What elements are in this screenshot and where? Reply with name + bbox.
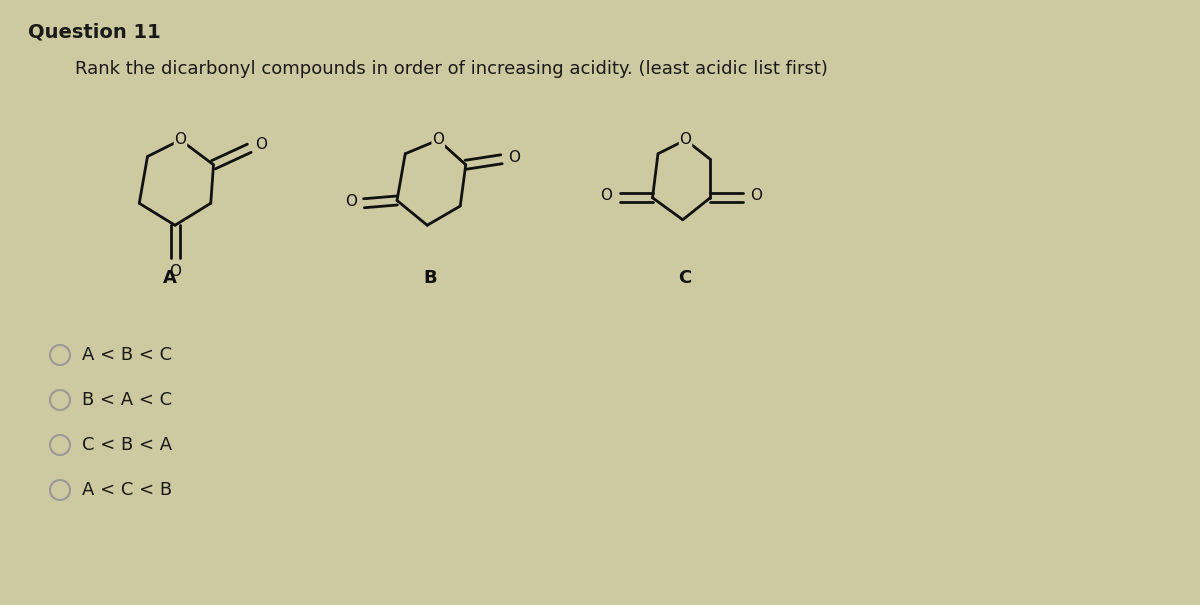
Text: O: O (174, 132, 186, 148)
Text: A: A (163, 269, 176, 287)
Text: O: O (432, 132, 444, 148)
Text: O: O (750, 188, 762, 203)
Text: B < A < C: B < A < C (82, 391, 172, 409)
Text: A < B < C: A < B < C (82, 346, 172, 364)
Text: O: O (600, 188, 612, 203)
Text: C < B < A: C < B < A (82, 436, 172, 454)
Text: O: O (509, 150, 521, 165)
Text: O: O (169, 264, 181, 279)
Text: O: O (346, 194, 358, 209)
Text: Rank the dicarbonyl compounds in order of increasing acidity. (least acidic list: Rank the dicarbonyl compounds in order o… (74, 60, 828, 78)
Text: C: C (678, 269, 691, 287)
Text: B: B (424, 269, 437, 287)
Text: A < C < B: A < C < B (82, 481, 172, 499)
Text: O: O (256, 137, 268, 152)
Text: O: O (679, 132, 691, 148)
Text: Question 11: Question 11 (28, 22, 161, 41)
